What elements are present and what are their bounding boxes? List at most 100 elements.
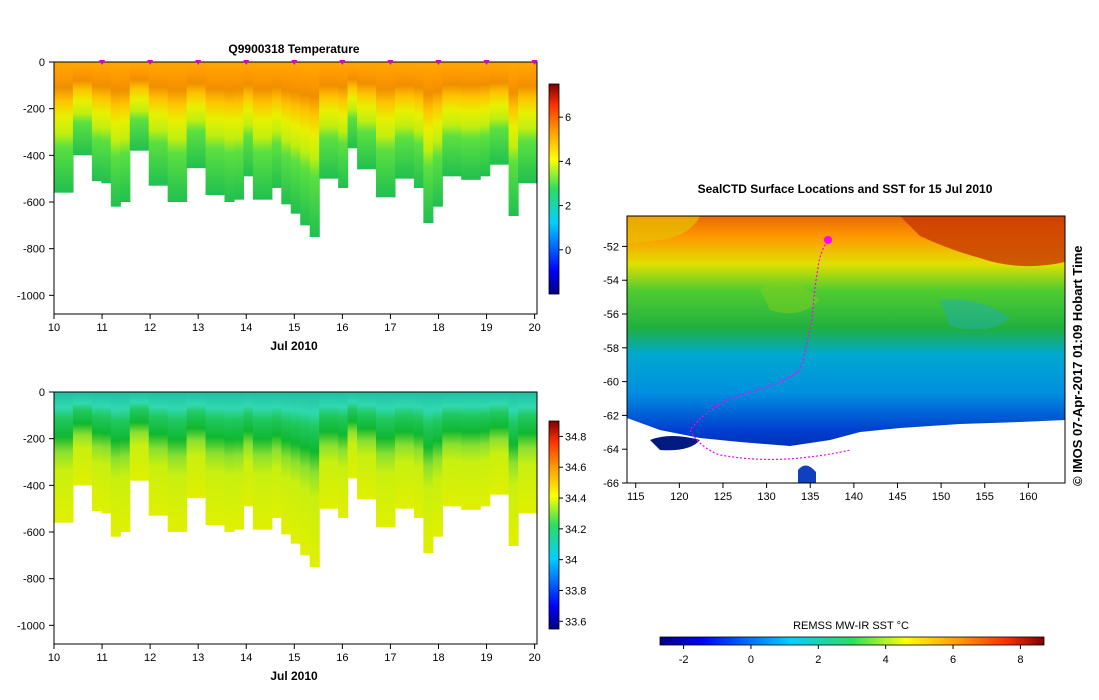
map-x-tick-label: 145 [888,491,906,503]
profile-column [271,62,282,188]
profile-column [63,62,74,193]
y-tick-label: -200 [23,104,45,116]
sst-colorbar-label: REMSS MW-IR SST °C [793,620,909,632]
profile-marker [291,60,298,65]
profile-column [186,392,197,499]
colorbar-tick-label: 0 [565,245,571,257]
profile-column [309,392,320,567]
profile-column [357,392,368,500]
y-tick-label: -800 [23,574,45,586]
profile-column [262,392,273,530]
colorbar-tick-label: 2 [565,201,571,213]
profile-column [120,392,131,532]
map-y-tick-label: -58 [603,343,619,355]
x-tick-label: 15 [288,322,300,334]
profile-column [309,62,320,237]
temperature-x-label: Jul 2010 [270,339,318,353]
sst-colorbar-tick-label: 0 [748,654,754,666]
profile-marker [531,60,538,65]
colorbar-tick-label: 34.6 [565,462,586,474]
y-tick-label: -1000 [17,620,45,632]
temperature-panel: Q9900318 Temperature 0 -200 -400 -600 -800 -1… [17,42,571,353]
profile-column [101,62,112,184]
profile-column [110,392,121,537]
profile-column [82,392,93,486]
x-tick-label: 10 [48,322,60,334]
profile-column [110,62,121,207]
x-tick-label: 12 [144,322,156,334]
sst-colorbar-tick-label: -2 [679,654,689,666]
salinity-colorbar [548,420,560,630]
y-tick-label: -200 [23,434,45,446]
salinity-profiles [54,392,537,567]
profile-column [281,62,292,205]
map-y-tick-label: -56 [603,309,619,321]
seal-track [689,237,851,461]
profile-column [319,392,330,509]
profile-marker [339,60,346,65]
sst-colorbar-tick-label: 2 [815,654,821,666]
map-x-tick-label: 150 [932,491,950,503]
colorbar-tick-label: 33.8 [565,585,586,597]
profile-column [139,62,150,151]
profile-column [186,62,197,169]
profile-column [508,392,519,546]
colorbar-tick-label: 6 [565,112,571,124]
profile-column [489,392,500,495]
seal-surface-location[interactable] [824,236,832,244]
x-tick-label: 13 [192,652,204,664]
profile-column [224,392,235,532]
profile-column [461,392,472,510]
profile-column [233,62,245,200]
profile-column [91,62,102,181]
x-tick-label: 19 [480,652,492,664]
profile-column [177,62,188,202]
colorbar-tick-label: 33.6 [565,616,586,628]
salinity-frame [53,391,538,645]
profile-column [508,62,519,216]
salinity-x-axis: 10 11 12 13 14 15 16 17 18 19 20 [48,644,541,664]
profile-column [499,62,510,165]
profile-column [72,62,84,156]
y-tick-label: -600 [23,527,45,539]
salinity-y-axis: 0 -200 -400 -600 -800 -1000 [17,387,54,632]
colorbar-tick-label: 34.8 [565,431,586,443]
map-y-tick-label: -64 [603,444,619,456]
profile-column [120,62,131,202]
profile-column [271,392,282,518]
profile-column [385,392,396,528]
sst-warm-patch-west [627,216,700,244]
profile-column [338,62,349,188]
x-tick-label: 20 [528,652,540,664]
y-tick-label: 0 [39,387,45,399]
x-tick-label: 17 [384,652,396,664]
profile-column [215,62,226,195]
map-x-tick-label: 130 [757,491,775,503]
profile-column [91,392,102,511]
temperature-x-axis: 10 11 12 13 14 15 16 17 18 19 20 [48,314,541,334]
colorbar-tick-label: 34 [565,555,577,567]
profile-column [281,392,292,535]
x-tick-label: 11 [96,652,107,664]
profile-column [376,392,387,528]
profile-column [139,392,150,481]
temperature-y-axis: 0 -200 -400 -600 -800 -1000 [17,57,54,302]
profile-column [394,62,406,179]
salinity-x-label: Jul 2010 [270,669,318,683]
profile-column [300,392,311,556]
profile-column [196,62,207,169]
map-x-tick-label: 155 [976,491,994,503]
profile-column [527,62,537,184]
profile-column [129,62,140,151]
profile-column [148,62,159,186]
x-tick-label: 19 [480,322,492,334]
profile-column [167,62,178,202]
map-x-tick-label: 115 [627,491,645,503]
profile-marker [387,60,394,65]
profile-column [129,392,140,481]
profile-column [252,392,263,530]
profile-column [470,62,481,180]
map-y-tick-label: -52 [603,241,619,253]
profile-column [319,62,330,179]
